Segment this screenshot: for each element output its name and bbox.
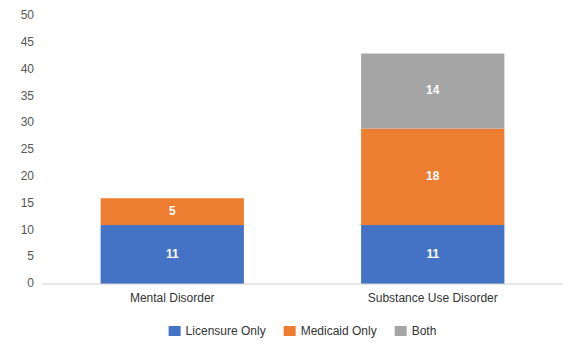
y-tick-label: 25 [21,142,35,156]
legend-label: Both [412,324,437,338]
chart: 0 5 10 15 20 25 30 35 40 45 50 11 11 5 18 14 Mental Diso… [0,0,579,350]
bar-segment [101,198,244,225]
bar-segment [101,198,244,199]
legend-label: Medicaid Only [301,324,377,338]
x-axis: Mental Disorder Substance Use Disorder [130,291,498,305]
x-axis-line [42,284,563,285]
y-tick-label: 5 [27,249,34,263]
data-label: 11 [426,247,439,261]
y-tick-label: 20 [21,169,35,183]
data-label: 5 [169,204,176,218]
bar-segment [361,225,504,284]
data-label: 11 [166,247,179,261]
bar-segment [361,129,504,225]
legend-item: Medicaid Only [284,324,377,338]
y-tick-label: 35 [21,89,35,103]
data-labels: 11 11 5 18 14 [166,83,440,260]
y-tick-label: 45 [21,35,35,49]
y-tick-label: 10 [21,223,35,237]
y-axis: 0 5 10 15 20 25 30 35 40 45 50 [21,8,35,290]
legend: Licensure Only Medicaid Only Both [169,324,437,338]
legend-swatch [169,326,181,336]
legend-label: Licensure Only [186,324,266,338]
y-tick-label: 50 [21,8,35,22]
data-label: 14 [426,83,440,97]
bar-segment [101,225,244,284]
legend-swatch [284,326,296,336]
legend-item: Both [395,324,437,338]
legend-swatch [395,326,407,336]
bars [101,54,505,284]
y-tick-label: 0 [27,276,34,290]
y-tick-label: 30 [21,115,35,129]
y-tick-label: 40 [21,62,35,76]
x-tick-label: Substance Use Disorder [368,291,498,305]
x-tick-label: Mental Disorder [130,291,215,305]
legend-item: Licensure Only [169,324,266,338]
y-tick-label: 15 [21,196,35,210]
data-label: 18 [426,169,440,183]
bar-segment [361,54,504,129]
